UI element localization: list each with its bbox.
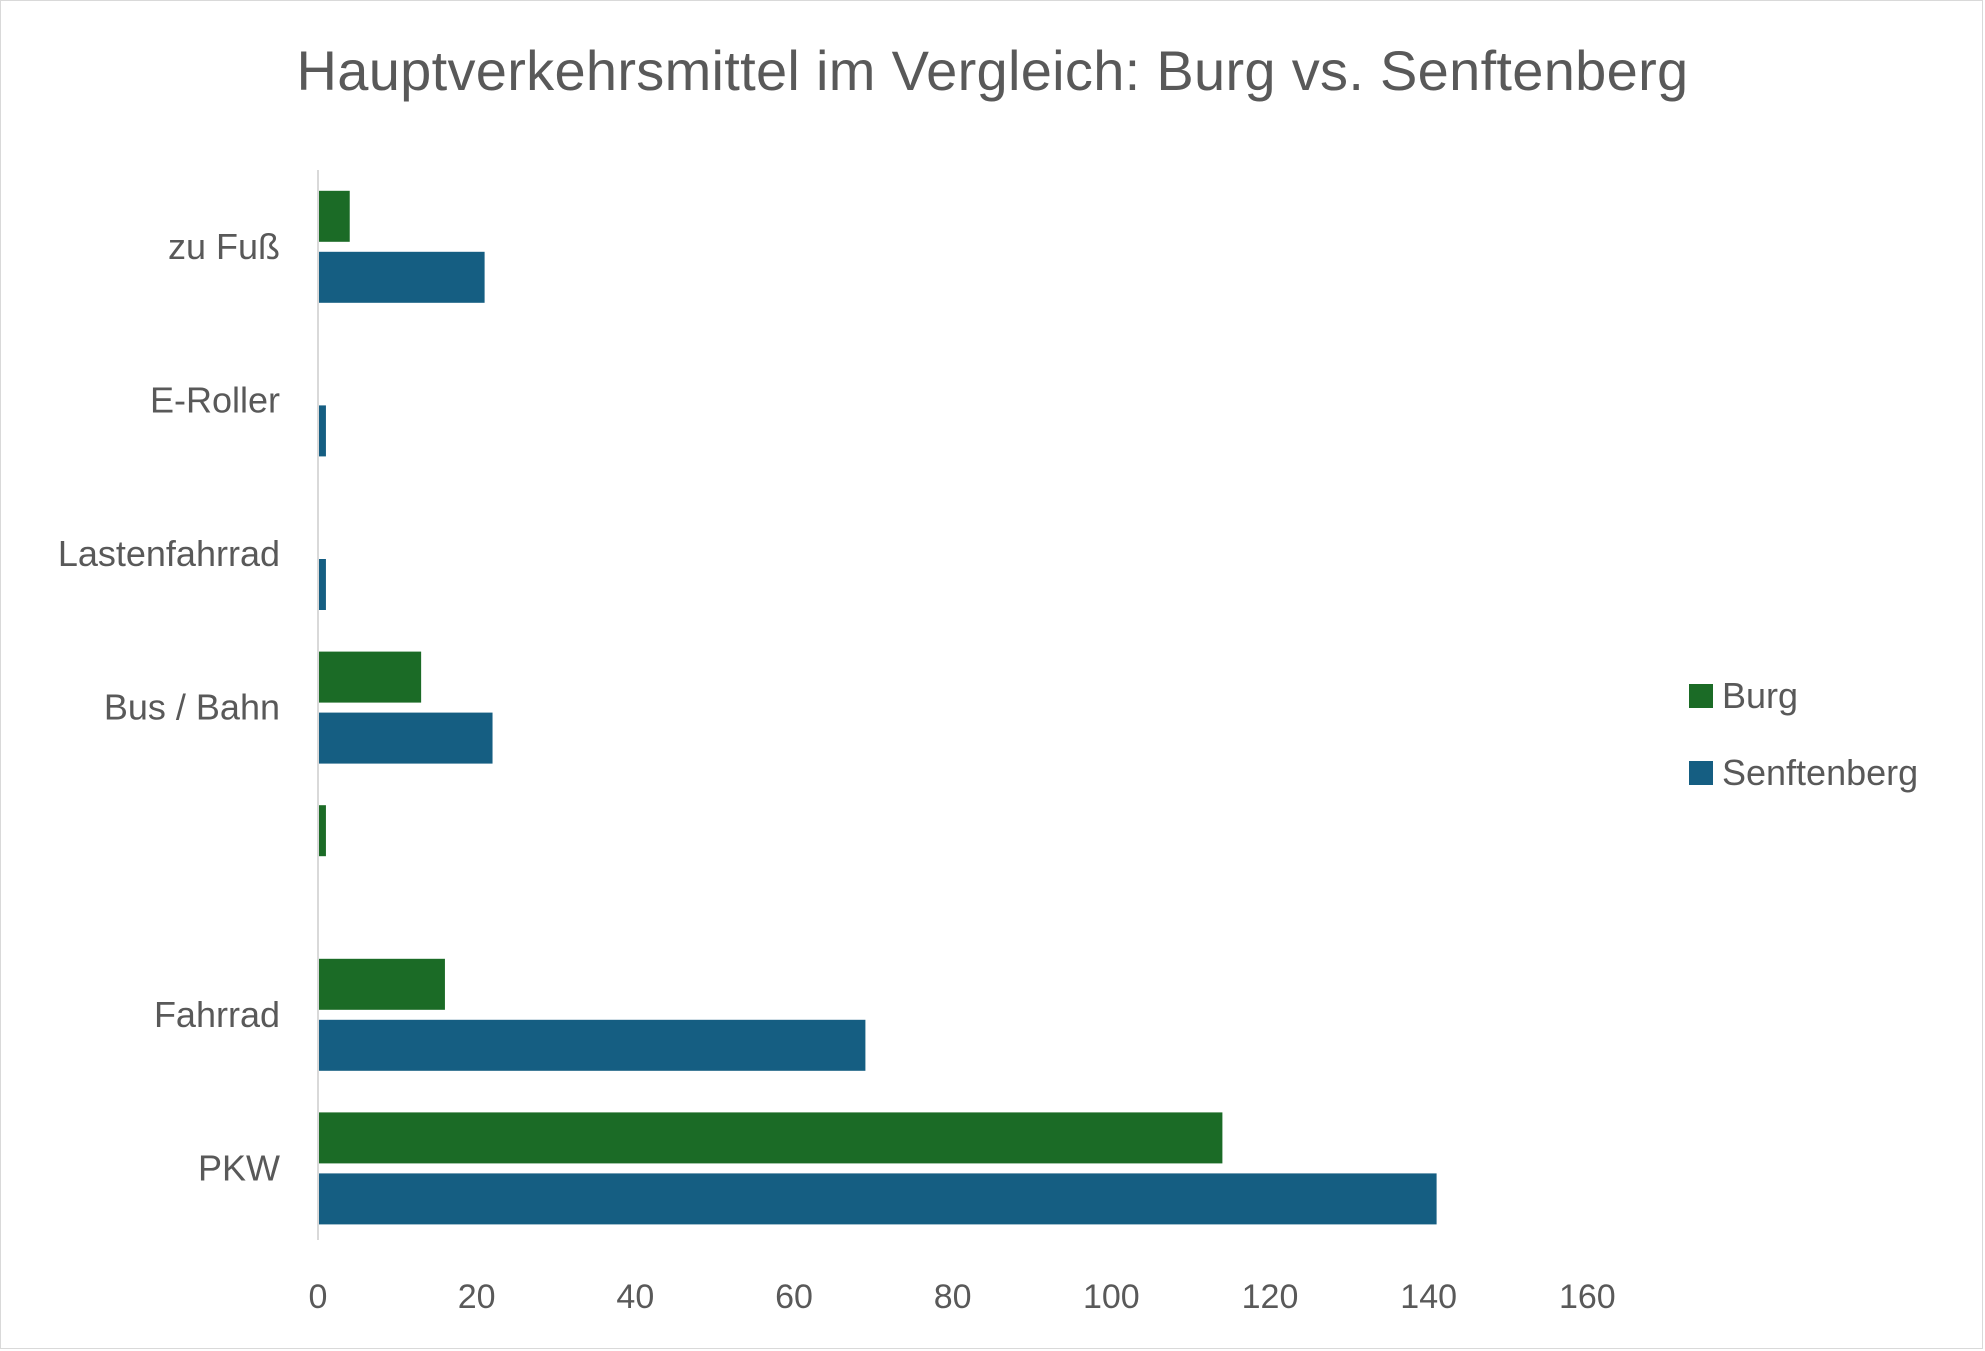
bar-burg-0 [319, 190, 350, 242]
bar-burg-6 [319, 1112, 1223, 1164]
category-labels: zu Fuß E-Roller Lastenfahrrad Bus / Bahn Fah… [58, 226, 280, 1189]
category-label: PKW [198, 1147, 280, 1188]
x-tick-label: 120 [1242, 1278, 1299, 1316]
bar-senftenberg-3 [319, 712, 493, 764]
x-tick-label: 140 [1400, 1278, 1457, 1316]
category-label: Fahrrad [154, 994, 280, 1035]
legend: Burg Senftenberg [1689, 675, 1918, 793]
bar-burg-3 [319, 651, 422, 703]
x-tick-label: 80 [934, 1278, 972, 1316]
category-label: E-Roller [150, 379, 280, 420]
bar-senftenberg-1 [319, 405, 326, 457]
bars-group [319, 190, 1437, 1225]
bar-senftenberg-6 [319, 1173, 1437, 1225]
bar-senftenberg-2 [319, 559, 326, 610]
legend-label-burg: Burg [1722, 675, 1798, 716]
x-tick-label: 40 [616, 1278, 654, 1316]
x-tick-label: 160 [1559, 1278, 1616, 1316]
x-tick-label: 0 [309, 1278, 328, 1316]
x-tick-label: 100 [1083, 1278, 1140, 1316]
bar-burg-4 [319, 805, 326, 857]
bar-senftenberg-0 [319, 251, 485, 303]
bar-burg-5 [319, 958, 445, 1010]
bar-senftenberg-5 [319, 1019, 866, 1071]
category-label: zu Fuß [168, 226, 280, 267]
category-label: Bus / Bahn [104, 687, 280, 728]
legend-swatch-senftenberg [1689, 761, 1713, 785]
x-tick-label: 60 [775, 1278, 813, 1316]
x-tick-label: 20 [458, 1278, 496, 1316]
category-label: Lastenfahrrad [58, 533, 280, 574]
legend-swatch-burg [1689, 684, 1713, 708]
x-tick-labels: 0 20 40 60 80 100 120 140 160 [309, 1278, 1616, 1316]
chart-title: Hauptverkehrsmittel im Vergleich: Burg v… [296, 39, 1689, 102]
legend-label-senftenberg: Senftenberg [1722, 752, 1918, 793]
